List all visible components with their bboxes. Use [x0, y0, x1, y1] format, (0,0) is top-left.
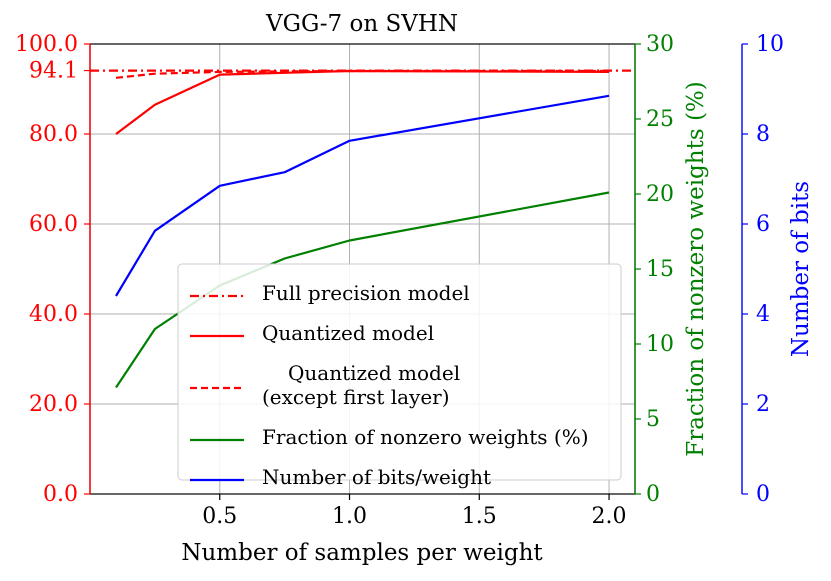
chart-title: VGG-7 on SVHN	[265, 11, 458, 37]
legend: Full precision model Quantized model Quant…	[177, 263, 622, 489]
left-tick-label: 0.0	[43, 482, 78, 507]
legend-label: Full precision model	[262, 281, 470, 305]
right-axis-label: Fraction of nonzero weights (%)	[683, 81, 709, 457]
legend-label: Quantized model	[288, 361, 460, 385]
series-line-quantized-model	[115, 69, 609, 79]
right-tick-label: 5	[646, 407, 660, 432]
right-tick-label: 15	[646, 257, 674, 282]
far-right-tick-label: 10	[756, 32, 784, 57]
x-tick-label: 1.5	[462, 504, 497, 529]
x-axis-label: Number of samples per weight	[181, 540, 543, 566]
far-right-tick-label: 0	[756, 482, 770, 507]
right-tick-label: 10	[646, 332, 674, 357]
far-right-tick-label: 4	[756, 302, 770, 327]
far-right-axis-label: Number of bits	[788, 181, 814, 357]
far-right-tick-label: 6	[756, 212, 770, 237]
left-tick-label: 94.1	[29, 59, 78, 84]
legend-label: Quantized model	[262, 321, 434, 345]
far-right-tick-label: 8	[756, 122, 770, 147]
left-tick-label: 100.0	[15, 32, 78, 57]
right-tick-label: 0	[646, 482, 660, 507]
x-tick-label: 2.0	[592, 504, 627, 529]
series-line-quantized-model	[115, 69, 610, 135]
legend-label: Number of bits/weight	[262, 465, 491, 489]
far-right-tick-label: 2	[756, 392, 770, 417]
left-tick-label: 40.0	[29, 302, 78, 327]
legend-label: (except first layer)	[262, 385, 450, 409]
axis-ticks: 0.5 1.0 1.5 2.0 0.0 20.0 40.0 60.0 80.0 94.1100.0…	[15, 32, 784, 529]
right-tick-label: 30	[646, 32, 674, 57]
left-tick-label: 60.0	[29, 212, 78, 237]
legend-label: Fraction of nonzero weights (%)	[262, 425, 589, 449]
x-tick-label: 1.0	[332, 504, 367, 529]
series-line-number-of-bits-weight	[115, 94, 610, 297]
legend-box	[177, 263, 622, 481]
x-tick-label: 0.5	[202, 504, 237, 529]
right-tick-label: 20	[646, 182, 674, 207]
right-tick-label: 25	[646, 107, 674, 132]
left-tick-label: 20.0	[29, 392, 78, 417]
left-tick-label: 80.0	[29, 122, 78, 147]
